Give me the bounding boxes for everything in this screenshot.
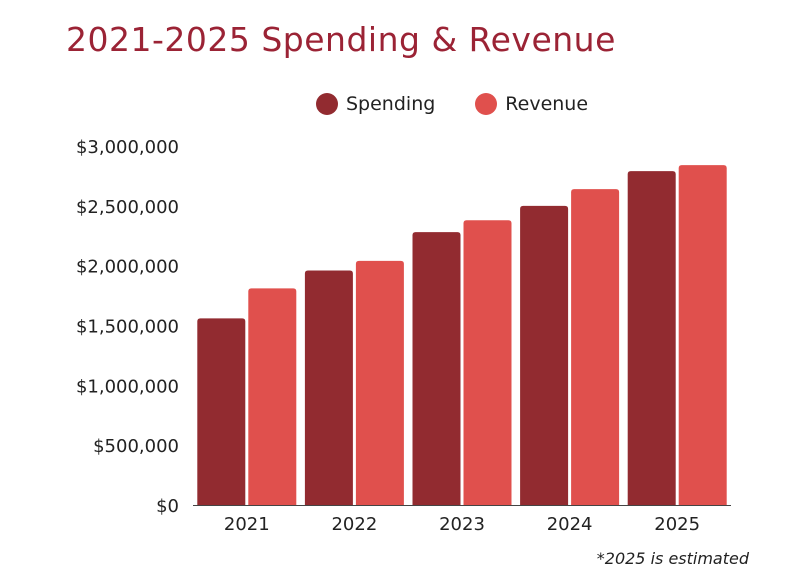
legend-label-spending: Spending	[346, 93, 436, 115]
x-tick-label: 2023	[439, 514, 485, 535]
chart-title: 2021-2025 Spending & Revenue	[66, 20, 616, 59]
legend-item-spending: Spending	[316, 93, 435, 115]
legend-swatch-revenue	[475, 93, 498, 115]
bar-revenue-2024	[571, 189, 620, 505]
legend: Spending Revenue	[316, 93, 628, 115]
legend-item-revenue: Revenue	[475, 93, 588, 115]
bar-spending-2025	[627, 171, 676, 505]
bar-spending-2021	[197, 318, 246, 505]
bar-spending-2023	[412, 232, 461, 505]
y-tick-label: $500,000	[93, 436, 179, 457]
x-tick-label: 2022	[331, 514, 377, 535]
bar-revenue-2023	[463, 220, 512, 505]
y-tick-label: $2,000,000	[76, 257, 179, 278]
y-tick-label: $1,500,000	[76, 317, 179, 338]
bar-revenue-2021	[248, 288, 297, 505]
y-tick-label: $3,000,000	[76, 137, 179, 158]
x-tick-label: 2025	[654, 514, 700, 535]
x-tick-label: 2021	[224, 514, 270, 535]
y-tick-label: $2,500,000	[76, 197, 179, 218]
x-tick-label: 2024	[547, 514, 593, 535]
legend-swatch-spending	[316, 93, 338, 115]
bar-revenue-2025	[678, 165, 727, 505]
bar-spending-2024	[520, 205, 569, 506]
bar-spending-2022	[304, 270, 353, 505]
bar-revenue-2022	[355, 260, 404, 505]
footnote: *2025 is estimated	[596, 549, 749, 568]
y-tick-label: $0	[156, 496, 179, 517]
y-tick-label: $1,000,000	[76, 376, 179, 397]
legend-label-revenue: Revenue	[505, 93, 589, 115]
